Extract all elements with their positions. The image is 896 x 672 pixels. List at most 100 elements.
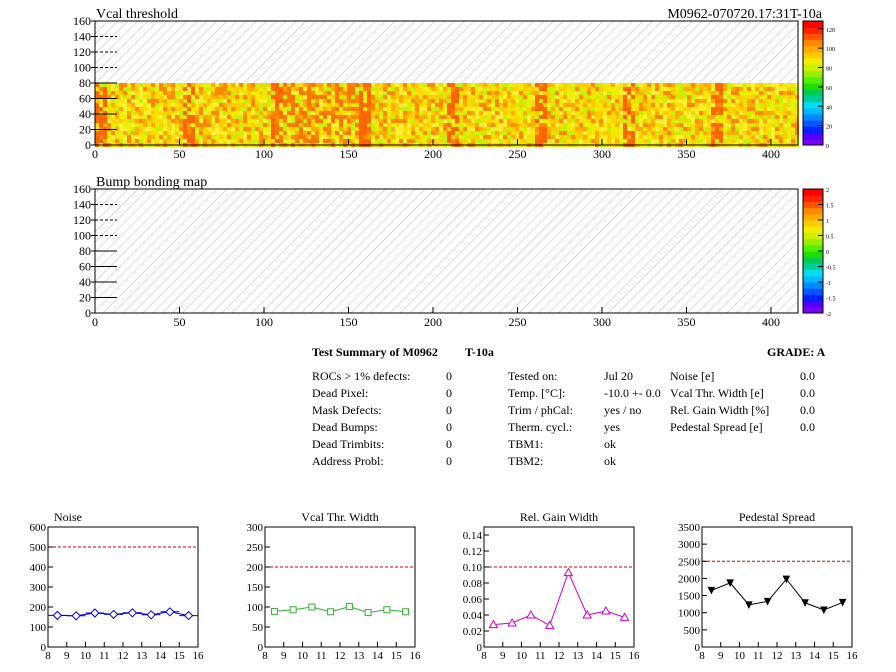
- heatmap-cell: [503, 111, 507, 115]
- heatmap-cell: [619, 127, 623, 131]
- heatmap-cell: [115, 99, 119, 103]
- colorbar-band: [803, 76, 823, 84]
- heatmap-cell: [771, 139, 775, 143]
- heatmap-cell: [179, 99, 183, 103]
- data-point: [544, 620, 555, 629]
- data-point: [619, 612, 630, 621]
- heatmap-cell: [591, 99, 595, 103]
- summary-grade: GRADE: A: [767, 345, 826, 359]
- heatmap-cell: [487, 91, 491, 95]
- heatmap-cell: [155, 83, 159, 87]
- heatmap-cell: [491, 115, 495, 119]
- heatmap-cell: [99, 83, 103, 87]
- heatmap-cell: [507, 95, 511, 99]
- heatmap-cell: [795, 135, 799, 139]
- heatmap-cell: [475, 107, 479, 111]
- heatmap-cell: [643, 139, 647, 143]
- heatmap-cell: [731, 115, 735, 119]
- heatmap-cell: [299, 123, 303, 127]
- heatmap-cell: [439, 83, 443, 87]
- heatmap-cell: [535, 115, 539, 119]
- heatmap-cell: [439, 95, 443, 99]
- heatmap-cell: [103, 91, 107, 95]
- heatmap-cell: [767, 91, 771, 95]
- heatmap-cell: [743, 103, 747, 107]
- heatmap-cell: [671, 115, 675, 119]
- heatmap-cell: [519, 127, 523, 131]
- heatmap-cell: [755, 111, 759, 115]
- heatmap-cell: [191, 115, 195, 119]
- heatmap-cell: [539, 99, 543, 103]
- heatmap-cell: [407, 123, 411, 127]
- heatmap-cell: [339, 119, 343, 123]
- heatmap-cell: [495, 115, 499, 119]
- heatmap-cell: [235, 95, 239, 99]
- heatmap-cell: [255, 99, 259, 103]
- heatmap-cell: [635, 107, 639, 111]
- heatmap-cell: [143, 83, 147, 87]
- heatmap-cell: [727, 115, 731, 119]
- heatmap-cell: [607, 111, 611, 115]
- heatmap-cell: [571, 127, 575, 131]
- heatmap-cell: [175, 87, 179, 91]
- heatmap-cell: [367, 99, 371, 103]
- heatmap-cell: [151, 115, 155, 119]
- heatmap-cell: [539, 135, 543, 139]
- heatmap-cell: [759, 95, 763, 99]
- heatmap-cell: [767, 119, 771, 123]
- heatmap-cell: [459, 123, 463, 127]
- heatmap-cell: [323, 135, 327, 139]
- heatmap-cell: [751, 131, 755, 135]
- colorbar-band: [803, 114, 823, 121]
- heatmap-cell: [631, 95, 635, 99]
- heatmap-cell: [235, 87, 239, 91]
- heatmap-cell: [295, 99, 299, 103]
- colorbar-band: [803, 251, 823, 258]
- heatmap-cell: [175, 83, 179, 87]
- heatmap-cell: [103, 119, 107, 123]
- heatmap-cell: [675, 83, 679, 87]
- heatmap-cell: [287, 123, 291, 127]
- heatmap-cell: [391, 87, 395, 91]
- heatmap-cell: [495, 83, 499, 87]
- heatmap-cell: [387, 139, 391, 143]
- heatmap-cell: [399, 99, 403, 103]
- heatmap-cell: [251, 99, 255, 103]
- heatmap-cell: [707, 135, 711, 139]
- heatmap-cell: [771, 103, 775, 107]
- heatmap-cell: [403, 135, 407, 139]
- heatmap-cell: [559, 107, 563, 111]
- heatmap-cell: [719, 119, 723, 123]
- heatmap-cell: [767, 99, 771, 103]
- heatmap-cell: [515, 87, 519, 91]
- heatmap-cell: [451, 95, 455, 99]
- heatmap-cell: [527, 127, 531, 131]
- heatmap-cell: [559, 119, 563, 123]
- heatmap-cell: [443, 119, 447, 123]
- heatmap-cell: [247, 99, 251, 103]
- heatmap-cell: [167, 123, 171, 127]
- heatmap-cell: [587, 83, 591, 87]
- heatmap-cell: [591, 107, 595, 111]
- heatmap-cell: [367, 87, 371, 91]
- heatmap-cell: [463, 99, 467, 103]
- heatmap-cell: [551, 111, 555, 115]
- heatmap-cell: [639, 119, 643, 123]
- heatmap-cell: [667, 95, 671, 99]
- heatmap-cell: [559, 131, 563, 135]
- heatmap-cell: [171, 135, 175, 139]
- heatmap-cell: [627, 99, 631, 103]
- heatmap-cell: [659, 83, 663, 87]
- heatmap-cell: [499, 99, 503, 103]
- heatmap-cell: [707, 119, 711, 123]
- heatmap-cell: [739, 119, 743, 123]
- heatmap-cell: [679, 119, 683, 123]
- heatmap-cell: [607, 115, 611, 119]
- heatmap-cell: [547, 103, 551, 107]
- heatmap-cell: [135, 119, 139, 123]
- heatmap-cell: [571, 135, 575, 139]
- heatmap-cell: [699, 115, 703, 119]
- heatmap-cell: [219, 135, 223, 139]
- heatmap-cell: [731, 107, 735, 111]
- heatmap-cell: [171, 107, 175, 111]
